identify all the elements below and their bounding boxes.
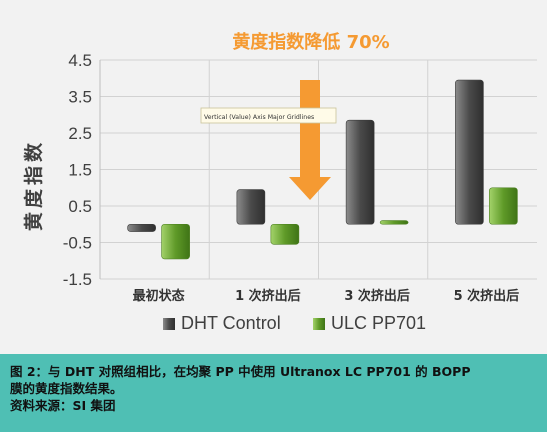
bar-ulc-pp701 [489, 187, 518, 225]
plot-area: 4.5 3.5 2.5 1.5 0.5 -0.5 -1.5 黄度指数最初状态 1 次挤出后 3 次… [0, 0, 547, 354]
tooltip-box [200, 107, 337, 124]
bar-dht-control [345, 119, 375, 225]
bar-ulc-pp701 [161, 223, 190, 260]
y-tick-label: 3.5 [68, 88, 92, 107]
x-tick-label: 5 次挤出后 [454, 288, 520, 304]
y-tick-label: 4.5 [68, 51, 92, 70]
bar-dht-control [236, 189, 266, 225]
bar-ulc-pp701 [379, 220, 409, 225]
bar-dht-control [127, 223, 156, 232]
y-tick-label: 2.5 [68, 124, 92, 143]
x-tick-label: 最初状态 [133, 288, 185, 304]
legend-swatch-dht [163, 318, 175, 330]
caption-line-2: 膜的黄度指数结果。 [10, 381, 123, 396]
caption-line-1: 图 2：与 DHT 对照组相比，在均聚 PP 中使用 Ultranox LC P… [10, 364, 471, 379]
y-tick-label: -1.5 [63, 270, 92, 289]
y-tick-label: 0.5 [68, 197, 92, 216]
bar-dht-control [455, 79, 484, 225]
annotation-title: 黄度指数降低 70% [232, 31, 389, 53]
caption-source: 资料来源：SI 集团 [10, 398, 116, 413]
bar-ulc-pp701 [270, 223, 300, 245]
y-tick-label: -0.5 [63, 234, 92, 253]
y-axis-title: 黄度指数 [22, 139, 45, 231]
down-arrow-icon [289, 80, 331, 200]
x-tick-label: 3 次挤出后 [344, 288, 410, 304]
x-tick-label: 1 次挤出后 [235, 288, 301, 304]
y-tick-label: 1.5 [68, 161, 92, 180]
tooltip-text: Vertical (Value) Axis Major Gridlines [204, 114, 314, 121]
figure-caption: 图 2：与 DHT 对照组相比，在均聚 PP 中使用 Ultranox LC P… [0, 354, 547, 432]
legend-label-ulc: ULC PP701 [331, 313, 426, 333]
legend-label-dht: DHT Control [181, 313, 281, 333]
legend-swatch-ulc [313, 318, 325, 330]
